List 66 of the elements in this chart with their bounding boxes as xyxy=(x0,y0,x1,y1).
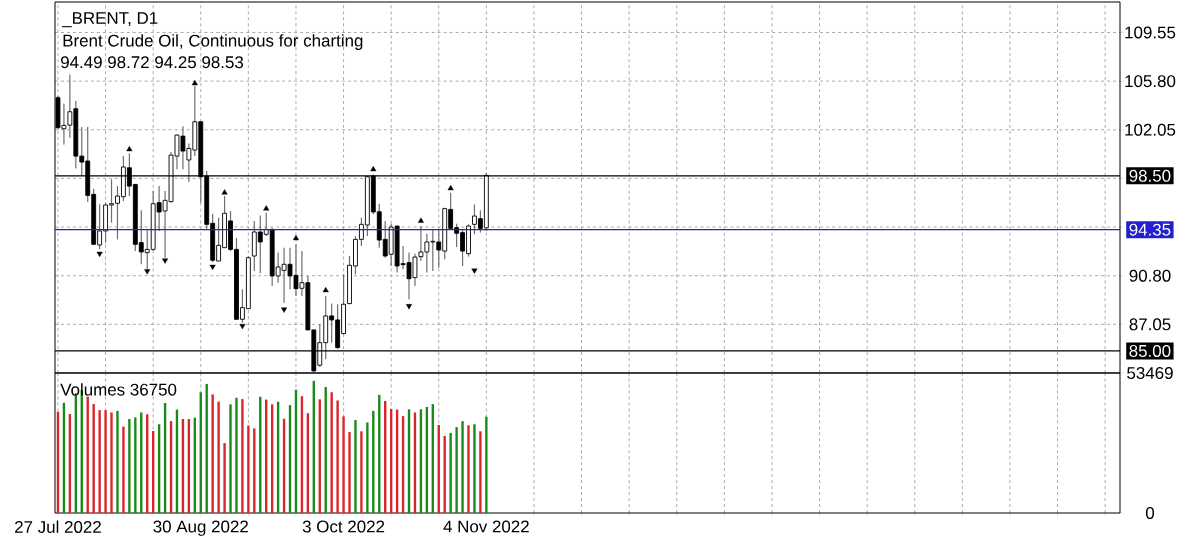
text: Brent Crude Oil, Continuous for charting xyxy=(63,34,363,50)
bar xyxy=(473,424,476,513)
bar xyxy=(467,425,470,513)
bar xyxy=(104,410,107,513)
y-tick-label: 102.05 xyxy=(1125,123,1176,136)
y-tick-label: 109.55 xyxy=(1125,26,1176,39)
bar xyxy=(330,392,333,513)
bar xyxy=(348,432,351,513)
point xyxy=(126,145,133,152)
bar xyxy=(253,428,256,513)
bar xyxy=(479,431,482,513)
bar xyxy=(98,410,101,513)
point xyxy=(191,80,198,86)
ref-line-label: 94.35 xyxy=(1129,223,1171,236)
point xyxy=(471,268,478,274)
bar xyxy=(211,394,214,513)
bar xyxy=(116,410,119,513)
bar xyxy=(485,416,488,513)
text: _BRENT, D1 xyxy=(61,12,158,28)
bar xyxy=(110,412,113,513)
bar xyxy=(223,443,226,513)
y-tick-label: 53469 xyxy=(1127,367,1173,379)
bar xyxy=(122,426,125,513)
point xyxy=(447,185,454,191)
point xyxy=(239,324,246,330)
point xyxy=(406,304,412,310)
bar xyxy=(455,427,458,513)
point xyxy=(144,269,151,275)
annotation: 94.49 98.72 94.25 98.53 xyxy=(61,56,244,69)
bar xyxy=(342,416,345,513)
point xyxy=(281,307,288,313)
x-tick-label: 4 Nov 2022 xyxy=(443,520,529,533)
bar xyxy=(241,399,244,513)
point xyxy=(209,264,216,271)
bar xyxy=(372,410,375,513)
bar xyxy=(461,421,464,513)
bar xyxy=(354,420,357,513)
bar xyxy=(360,431,363,513)
bar xyxy=(92,404,95,513)
point xyxy=(417,217,424,223)
point xyxy=(162,258,169,264)
point xyxy=(322,286,329,293)
bar xyxy=(336,400,339,513)
point xyxy=(221,189,228,195)
x-tick-label: 3 Oct 2022 xyxy=(302,520,385,533)
bar xyxy=(235,397,238,513)
y-tick-label: 105.80 xyxy=(1125,75,1176,88)
x-tick-label: 30 Aug 2022 xyxy=(153,520,248,536)
y-tick-label: 90.80 xyxy=(1129,269,1171,282)
annotation: Volumes 36750 xyxy=(60,383,177,396)
bar xyxy=(134,417,137,513)
bar xyxy=(128,419,131,513)
x-tick-label: 27 Jul 2022 xyxy=(15,520,101,533)
point xyxy=(96,251,103,258)
ref-line-label: 98.50 xyxy=(1129,169,1171,182)
y-tick-label: 87.05 xyxy=(1129,318,1171,331)
bar xyxy=(449,432,452,513)
bar xyxy=(366,422,369,513)
bar xyxy=(247,425,250,513)
point xyxy=(263,205,270,211)
point xyxy=(370,165,377,172)
point xyxy=(293,234,299,241)
ref-line-label: 85.00 xyxy=(1129,344,1171,357)
bar xyxy=(229,404,232,513)
bar xyxy=(217,401,220,513)
y-tick-label: 0 xyxy=(1145,507,1155,519)
